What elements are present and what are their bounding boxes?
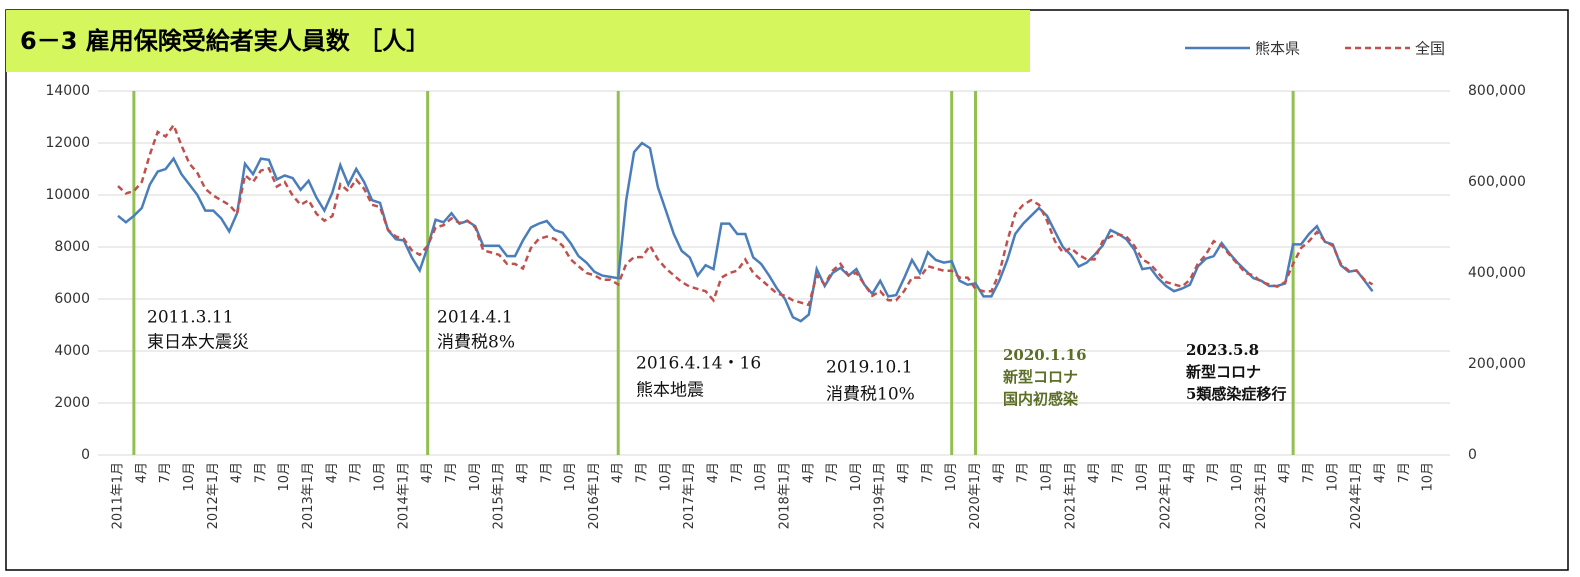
x-tick-label: 10月 (754, 462, 769, 492)
x-tick-label: 7月 (635, 462, 650, 483)
title-box (6, 10, 1030, 72)
x-tick-label: 7月 (349, 462, 364, 483)
annotation: 5類感染症移行 (1186, 385, 1286, 403)
x-tick-label: 10月 (1039, 462, 1054, 492)
x-tick-label: 2020年1月 (968, 462, 983, 529)
x-tick-label: 4月 (1182, 462, 1197, 483)
x-tick-label: 2022年1月 (1159, 462, 1174, 529)
annotation: 2011.3.11 (147, 308, 234, 328)
x-tick-label: 2014年1月 (396, 462, 411, 529)
y-tick-label: 10000 (45, 187, 90, 203)
x-tick-label: 7月 (1016, 462, 1031, 483)
x-tick-label: 10月 (1135, 462, 1150, 492)
x-tick-label: 10月 (277, 462, 292, 492)
x-tick-label: 4月 (1373, 462, 1388, 483)
annotation: 2016.4.14・16 (636, 354, 761, 374)
annotation: 国内初感染 (1003, 390, 1079, 408)
annotation: 新型コロナ (1186, 363, 1261, 381)
y2-tick-label: 200,000 (1468, 356, 1526, 372)
x-tick-label: 4月 (611, 462, 626, 483)
x-tick-label: 4月 (230, 462, 245, 483)
x-tick-label: 2019年1月 (873, 462, 888, 529)
x-tick-label: 2012年1月 (206, 462, 221, 529)
x-tick-label: 10月 (1421, 462, 1436, 492)
annotation: 2014.4.1 (437, 308, 513, 328)
y-tick-label: 4000 (54, 343, 90, 359)
x-tick-label: 10月 (1325, 462, 1340, 492)
frame (5, 9, 1569, 571)
x-tick-label: 4月 (420, 462, 435, 483)
y-tick-label: 8000 (54, 239, 90, 255)
x-tick-label: 10月 (849, 462, 864, 492)
x-tick-label: 7月 (158, 462, 173, 483)
x-tick-label: 10月 (468, 462, 483, 492)
x-tick-label: 2017年1月 (682, 462, 697, 529)
x-tick-label: 7月 (539, 462, 554, 483)
x-tick-label: 10月 (944, 462, 959, 492)
x-tick-label: 2015年1月 (492, 462, 507, 529)
y-tick-label: 2000 (54, 395, 90, 411)
y2-tick-label: 0 (1468, 447, 1477, 463)
y2-tick-label: 800,000 (1468, 83, 1526, 99)
x-tick-label: 2023年1月 (1254, 462, 1269, 529)
x-tick-label: 2021年1月 (1063, 462, 1078, 529)
x-tick-label: 4月 (1087, 462, 1102, 483)
annotation: 2019.10.1 (826, 358, 913, 378)
x-tick-label: 2018年1月 (777, 462, 792, 529)
x-tick-label: 7月 (444, 462, 459, 483)
x-tick-label: 4月 (801, 462, 816, 483)
x-tick-label: 4月 (325, 462, 340, 483)
x-tick-label: 4月 (706, 462, 721, 483)
x-tick-label: 4月 (515, 462, 530, 483)
x-tick-label: 2024年1月 (1349, 462, 1364, 529)
x-tick-label: 7月 (1206, 462, 1221, 483)
x-tick-label: 7月 (1302, 462, 1317, 483)
annotation: 消費税8% (437, 333, 515, 353)
x-tick-label: 10月 (563, 462, 578, 492)
x-tick-label: 7月 (1397, 462, 1412, 483)
x-tick-label: 10月 (373, 462, 388, 492)
y-tick-label: 12000 (45, 135, 90, 151)
x-tick-label: 7月 (920, 462, 935, 483)
annotation: 2023.5.8 (1186, 341, 1259, 359)
x-tick-label: 7月 (1111, 462, 1126, 483)
annotation: 新型コロナ (1003, 368, 1078, 386)
x-tick-label: 2016年1月 (587, 462, 602, 529)
y2-tick-label: 400,000 (1468, 265, 1526, 281)
y-tick-label: 6000 (54, 291, 90, 307)
series-line (117, 122, 1374, 307)
x-tick-label: 7月 (730, 462, 745, 483)
x-tick-label: 7月 (253, 462, 268, 483)
chart-title: 6－3 雇用保険受給者実人員数 ［人］ (20, 27, 430, 55)
annotation: 消費税10% (826, 385, 915, 405)
x-tick-label: 4月 (1278, 462, 1293, 483)
x-tick-label: 4月 (992, 462, 1007, 483)
legend-label: 全国 (1415, 40, 1445, 58)
series-line (117, 141, 1374, 323)
x-tick-label: 10月 (182, 462, 197, 492)
y-tick-label: 0 (81, 447, 90, 463)
y2-tick-label: 600,000 (1468, 174, 1526, 190)
x-tick-label: 10月 (1230, 462, 1245, 492)
x-tick-label: 2013年1月 (301, 462, 316, 529)
x-tick-label: 4月 (134, 462, 149, 483)
x-tick-label: 10月 (658, 462, 673, 492)
x-tick-label: 7月 (825, 462, 840, 483)
x-tick-label: 4月 (897, 462, 912, 483)
annotation: 東日本大震災 (147, 333, 249, 353)
annotation: 2020.1.16 (1003, 346, 1087, 364)
x-tick-label: 2011年1月 (111, 462, 126, 529)
legend-label: 熊本県 (1255, 40, 1300, 58)
annotation: 熊本地震 (636, 381, 704, 401)
y-tick-label: 14000 (45, 83, 90, 99)
